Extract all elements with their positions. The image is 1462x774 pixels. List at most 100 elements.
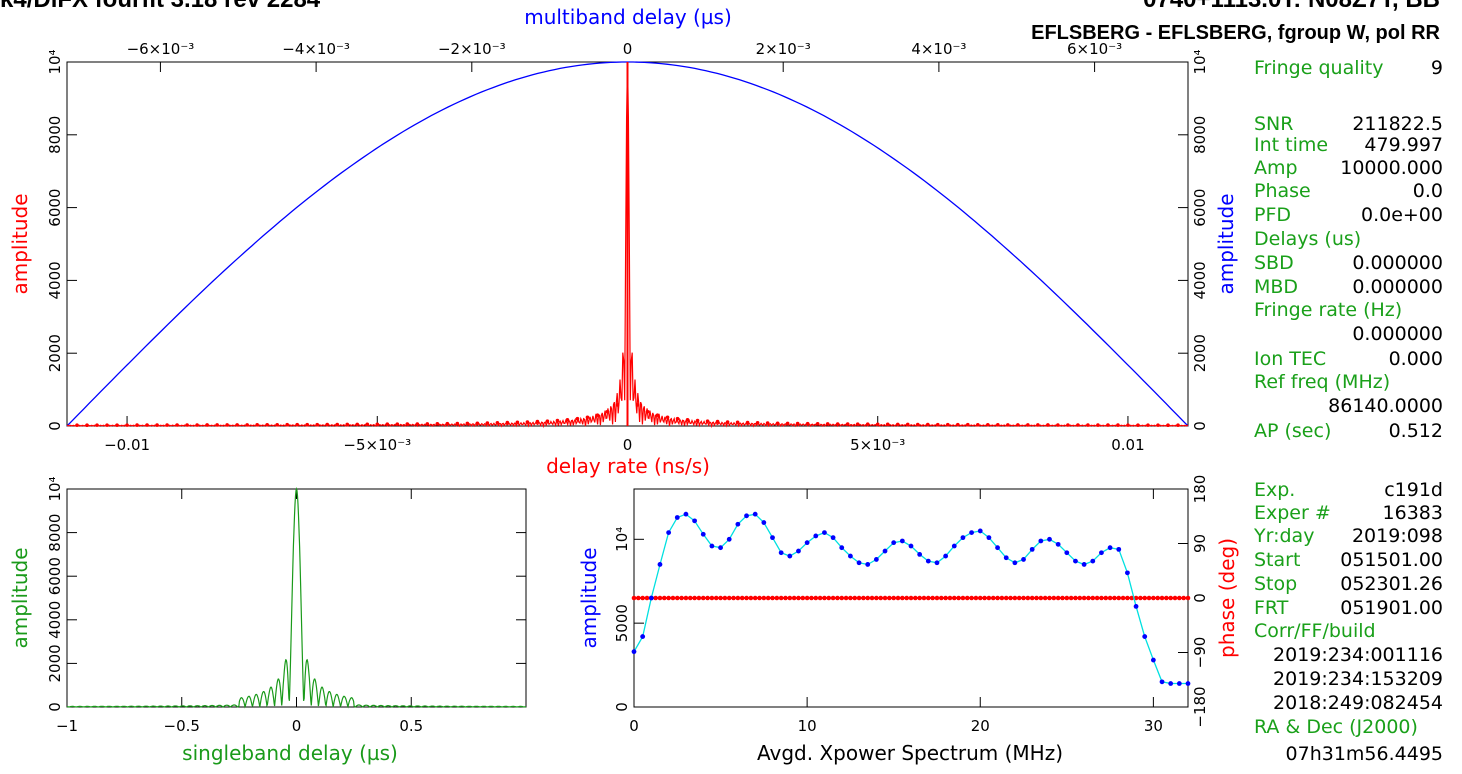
- phase-point: [631, 595, 637, 601]
- main-ytick-left-label: 0: [46, 421, 64, 431]
- phase-point: [956, 595, 961, 601]
- phase-point: [1142, 595, 1148, 601]
- phase-point: [1073, 595, 1078, 601]
- phase-point: [1159, 595, 1165, 601]
- delays-label: Delays (us): [1254, 228, 1361, 250]
- sbd-xlabel: singleband delay (µs): [182, 741, 398, 765]
- sbd-ylabel: amplitude: [8, 547, 32, 648]
- phase-point: [822, 595, 827, 601]
- amplitude-point: [1073, 558, 1078, 564]
- phase-point: [1129, 595, 1135, 601]
- amplitude-point: [778, 550, 784, 556]
- delay-rate-point: [115, 423, 119, 427]
- amplitude-point: [1029, 546, 1035, 552]
- phase-point: [783, 595, 788, 601]
- xpower-xtick-label: 0: [629, 717, 639, 735]
- delay-rate-point: [145, 423, 149, 427]
- phase-point: [969, 595, 974, 601]
- amplitude-point: [1116, 546, 1122, 552]
- delay-rate-point: [705, 419, 710, 423]
- snr-label: SNR: [1254, 113, 1293, 135]
- phase-point: [666, 595, 671, 601]
- phase-point: [947, 595, 953, 601]
- delay-rate-point: [645, 409, 650, 414]
- main-ytick-left-label: 8000: [46, 116, 64, 154]
- delay-rate-point: [976, 422, 980, 427]
- phase-point: [739, 595, 745, 601]
- ap-label: AP (sec): [1254, 420, 1331, 442]
- phase-point: [1068, 595, 1074, 601]
- phase-point: [843, 595, 849, 601]
- delay-rate-point: [575, 416, 580, 421]
- delay-rate-point: [1126, 423, 1130, 427]
- singleband-delay-series: [66, 486, 527, 709]
- sbd-ticks: −1 −0.5 0 0.5 0 2000 4000 6000 8000 10⁴: [46, 476, 526, 735]
- main-xtick-top-label: 2×10⁻³: [756, 40, 811, 58]
- delay-rate-point: [1056, 423, 1060, 427]
- phase-point: [1168, 595, 1173, 601]
- delay-rate-point: [155, 423, 159, 427]
- corr-date-3: 2018:249:082454: [1273, 692, 1443, 714]
- main-xtick-bottom-label: 5×10⁻³: [850, 436, 905, 454]
- sbd-ytick-label: 6000: [46, 557, 64, 595]
- yrday-value: 2019:098: [1352, 525, 1443, 547]
- phase-point: [705, 595, 710, 601]
- delay-rate-point: [635, 403, 640, 407]
- phase-point: [1125, 595, 1130, 601]
- sbd-plot: −1 −0.5 0 0.5 0 2000 4000 6000 8000 10⁴ singleban…: [8, 476, 527, 765]
- phase-point: [895, 595, 901, 601]
- delay-rate-point: [455, 421, 460, 426]
- delay-rate-point: [905, 422, 910, 427]
- amplitude-point: [709, 543, 715, 549]
- xpower-xtick-label: 10: [798, 717, 817, 735]
- amplitude-point: [631, 649, 637, 655]
- phase-point: [752, 595, 758, 601]
- delay-rate-point: [1006, 423, 1010, 427]
- phase-point: [835, 595, 840, 601]
- phase-point: [722, 595, 728, 601]
- phase-point: [640, 595, 645, 601]
- phase-point: [1133, 595, 1139, 601]
- main-plot: −0.01 −5×10⁻³ 0 5×10⁻³ 0.01 −6×10⁻³ −4×10⁻³ −2×…: [8, 5, 1238, 478]
- phase-point: [1016, 595, 1022, 601]
- ap-value: 0.512: [1389, 420, 1443, 442]
- right-header-title-2: EFLSBERG - EFLSBERG, fgroup W, pol RR: [1031, 22, 1440, 44]
- phase-point: [917, 595, 922, 601]
- delay-rate-point: [445, 421, 450, 426]
- stop-label: Stop: [1254, 573, 1297, 595]
- phase-point: [938, 595, 944, 601]
- delay-rate-point: [805, 421, 810, 426]
- phase-point: [1055, 595, 1061, 601]
- amplitude-point: [943, 553, 949, 559]
- sbd-plot-frame: [66, 488, 527, 708]
- amplitude-point: [1021, 557, 1026, 562]
- xpower-ytick-right-label: −90: [1191, 637, 1209, 669]
- main-xtick-top-label: −4×10⁻³: [282, 40, 350, 58]
- delay-rate-point: [725, 420, 730, 424]
- main-xtick-bottom-label: 0.01: [1111, 436, 1144, 454]
- main-ytick-left-label: 6000: [46, 189, 64, 227]
- amplitude-point: [856, 560, 862, 566]
- delay-rate-point: [495, 421, 500, 425]
- main-xlabel-top: multiband delay (µs): [524, 5, 732, 29]
- main-xtick-top-label: −6×10⁻³: [127, 40, 195, 58]
- amplitude-point: [1047, 536, 1052, 542]
- delay-rate-point: [1116, 423, 1120, 427]
- delay-rate-point: [555, 418, 560, 423]
- delay-rate-point: [1156, 423, 1160, 427]
- amplitude-point: [1142, 634, 1148, 639]
- phase-point: [1172, 595, 1178, 601]
- phase-point: [1003, 595, 1009, 601]
- sbd-xtick-label: −0.5: [164, 717, 200, 735]
- ref-freq-label: Ref freq (MHz): [1254, 371, 1390, 393]
- amplitude-point: [969, 530, 974, 535]
- phase-point: [696, 595, 702, 601]
- delay-rate-point: [775, 421, 780, 426]
- phase-point: [731, 595, 736, 601]
- phase-point: [891, 595, 896, 601]
- amplitude-point: [804, 540, 810, 546]
- phase-point: [839, 595, 845, 601]
- amplitude-point: [1038, 538, 1044, 544]
- sbd-ytick-label: 2000: [46, 644, 64, 682]
- phase-point: [1029, 595, 1035, 601]
